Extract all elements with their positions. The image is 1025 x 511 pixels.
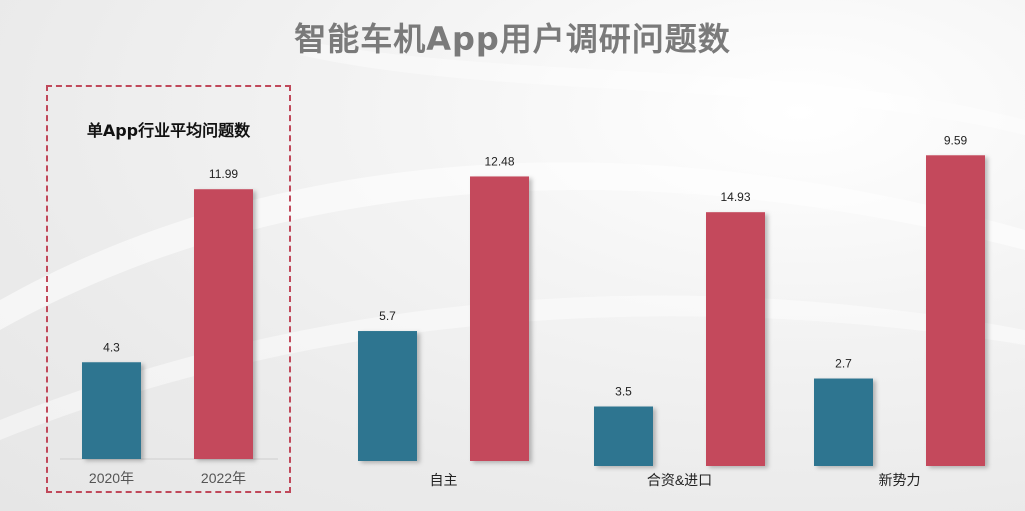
- data-label-2022: 11.99: [209, 167, 238, 181]
- bar-2022: [706, 212, 765, 466]
- data-label-2022: 12.48: [484, 154, 514, 168]
- bar-2020: [814, 378, 873, 466]
- category-label: 合资&进口: [647, 472, 712, 488]
- data-label-2022: 14.93: [720, 190, 750, 204]
- data-label-2022: 9.59: [944, 133, 968, 147]
- category-label: 自主: [430, 472, 458, 488]
- bar-2020: [594, 406, 653, 466]
- data-label-2020: 4.3: [103, 340, 120, 354]
- data-label-2020: 2.7: [835, 357, 852, 371]
- bar-2022: [470, 176, 529, 461]
- average-highlight-box: [46, 85, 291, 493]
- category-label: 新势力: [879, 472, 921, 488]
- year-label-2020: 2020年: [89, 470, 134, 486]
- page-title: 智能车机App用户调研问题数: [294, 20, 731, 58]
- data-label-2020: 5.7: [379, 309, 396, 323]
- bar-2020: [82, 362, 141, 459]
- data-label-2020: 3.5: [615, 385, 632, 399]
- subtitle: 单App行业平均问题数: [86, 121, 251, 140]
- bar-2022: [194, 189, 253, 459]
- year-label-2022: 2022年: [201, 470, 246, 486]
- bar-2022: [926, 155, 985, 466]
- bar-2020: [358, 331, 417, 461]
